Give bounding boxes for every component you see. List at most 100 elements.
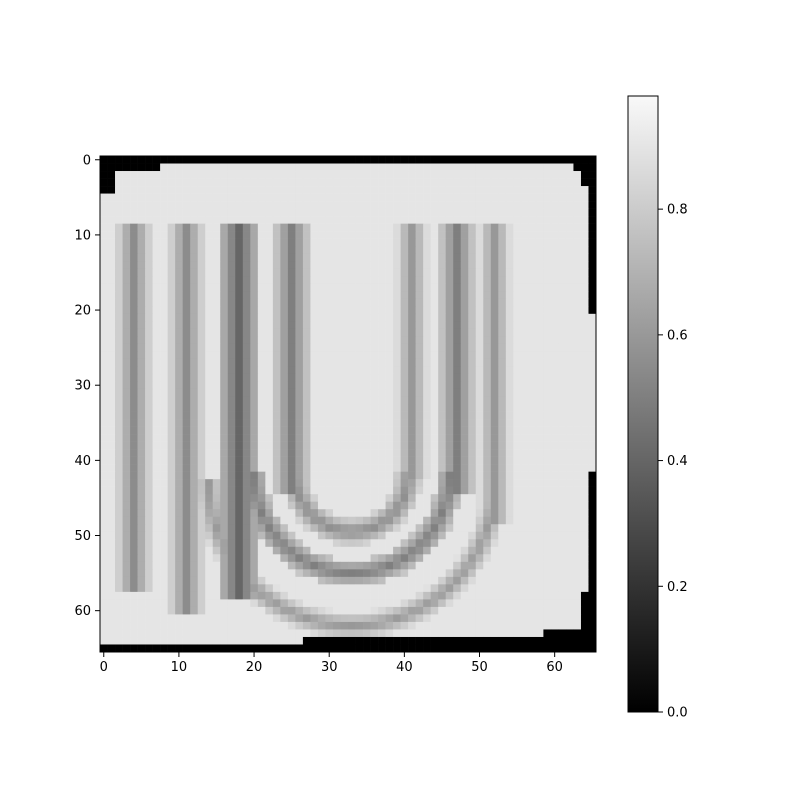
heatmap-cell <box>325 253 334 262</box>
heatmap-cell <box>573 501 582 510</box>
heatmap-cell <box>227 636 236 645</box>
heatmap-cell <box>212 216 221 224</box>
heatmap-cell <box>505 524 514 533</box>
heatmap-cell <box>100 396 108 405</box>
heatmap-cell <box>220 479 229 487</box>
heatmap-cell <box>340 426 349 435</box>
heatmap-cell <box>438 464 446 472</box>
heatmap-cell <box>385 471 394 480</box>
heatmap-cell <box>257 366 266 375</box>
y-tick-label: 30 <box>74 379 91 394</box>
heatmap-cell <box>242 599 251 608</box>
heatmap-cell <box>490 584 499 593</box>
heatmap-cell <box>227 524 236 533</box>
heatmap-cell <box>325 411 334 420</box>
heatmap-cell <box>468 201 477 209</box>
heatmap-cell <box>205 268 214 277</box>
heatmap-cell <box>453 231 462 239</box>
heatmap-cell <box>310 231 319 239</box>
heatmap-cell <box>558 621 567 630</box>
heatmap-cell <box>483 411 492 420</box>
heatmap-cell <box>460 606 469 615</box>
heatmap-cell <box>182 419 191 427</box>
heatmap-cell <box>385 283 394 292</box>
heatmap-cell <box>242 388 251 397</box>
heatmap-cell <box>302 524 311 533</box>
heatmap-cell <box>257 321 266 330</box>
heatmap-cell <box>152 201 161 209</box>
heatmap-cell <box>408 614 416 623</box>
heatmap-cell <box>190 171 198 179</box>
heatmap-cell <box>310 373 319 382</box>
heatmap-cell <box>400 539 409 548</box>
heatmap-cell <box>197 201 206 209</box>
heatmap-cell <box>167 201 176 209</box>
heatmap-cell <box>400 298 409 307</box>
heatmap-cell <box>265 216 274 224</box>
heatmap-cell <box>438 328 446 337</box>
heatmap-cell <box>565 494 574 502</box>
heatmap-cell <box>550 501 559 510</box>
heatmap-cell <box>460 599 469 608</box>
heatmap-cell <box>393 419 401 427</box>
heatmap-cell <box>340 381 349 390</box>
heatmap-cell <box>310 358 319 367</box>
heatmap-cell <box>498 531 507 540</box>
heatmap-cell <box>445 276 454 285</box>
heatmap-cell <box>332 464 341 472</box>
heatmap-cell <box>520 358 529 367</box>
heatmap-cell <box>220 411 229 420</box>
heatmap-cell <box>100 636 108 645</box>
heatmap-cell <box>265 486 274 495</box>
heatmap-cell <box>460 584 469 593</box>
heatmap-cell <box>145 426 153 435</box>
heatmap-cell <box>182 456 191 465</box>
heatmap-cell <box>378 471 386 480</box>
heatmap-cell <box>408 276 416 285</box>
heatmap-cell <box>167 351 176 360</box>
heatmap-cell <box>573 358 582 367</box>
heatmap-cell <box>220 606 229 615</box>
heatmap-cell <box>115 231 123 239</box>
heatmap-cell <box>445 283 454 292</box>
heatmap-cell <box>197 494 206 502</box>
heatmap-cell <box>378 313 386 322</box>
heatmap-cell <box>370 298 379 307</box>
heatmap-cell <box>535 539 544 548</box>
heatmap-cell <box>197 193 206 202</box>
heatmap-cell <box>430 629 439 638</box>
heatmap-cell <box>295 268 304 277</box>
heatmap-cell <box>287 201 296 209</box>
heatmap-cell <box>430 531 439 540</box>
heatmap-cell <box>145 486 153 495</box>
heatmap-cell <box>385 606 394 615</box>
heatmap-cell <box>272 268 281 277</box>
heatmap-cell <box>197 253 206 262</box>
heatmap-cell <box>400 178 409 187</box>
heatmap-cell <box>160 411 168 420</box>
heatmap-cell <box>550 456 559 465</box>
heatmap-cell <box>400 569 409 578</box>
heatmap-cell <box>235 614 244 623</box>
heatmap-cell <box>137 193 146 202</box>
heatmap-cell <box>272 396 281 405</box>
heatmap-cell <box>280 178 289 187</box>
heatmap-cell <box>385 306 394 315</box>
heatmap-cell <box>190 366 198 375</box>
heatmap-cell <box>370 373 379 382</box>
heatmap-cell <box>460 449 469 457</box>
heatmap-cell <box>160 381 168 390</box>
heatmap-cell <box>430 644 439 653</box>
heatmap-cell <box>363 396 371 405</box>
heatmap-cell <box>175 156 183 164</box>
heatmap-cell <box>558 351 567 360</box>
heatmap-cell <box>378 396 386 405</box>
heatmap-cell <box>543 336 552 345</box>
heatmap-cell <box>573 261 582 270</box>
heatmap-cell <box>107 178 116 187</box>
heatmap-cell <box>272 388 281 397</box>
heatmap-cell <box>520 261 529 270</box>
heatmap-cell <box>385 366 394 375</box>
heatmap-cell <box>400 163 409 172</box>
heatmap-cell <box>250 501 259 510</box>
